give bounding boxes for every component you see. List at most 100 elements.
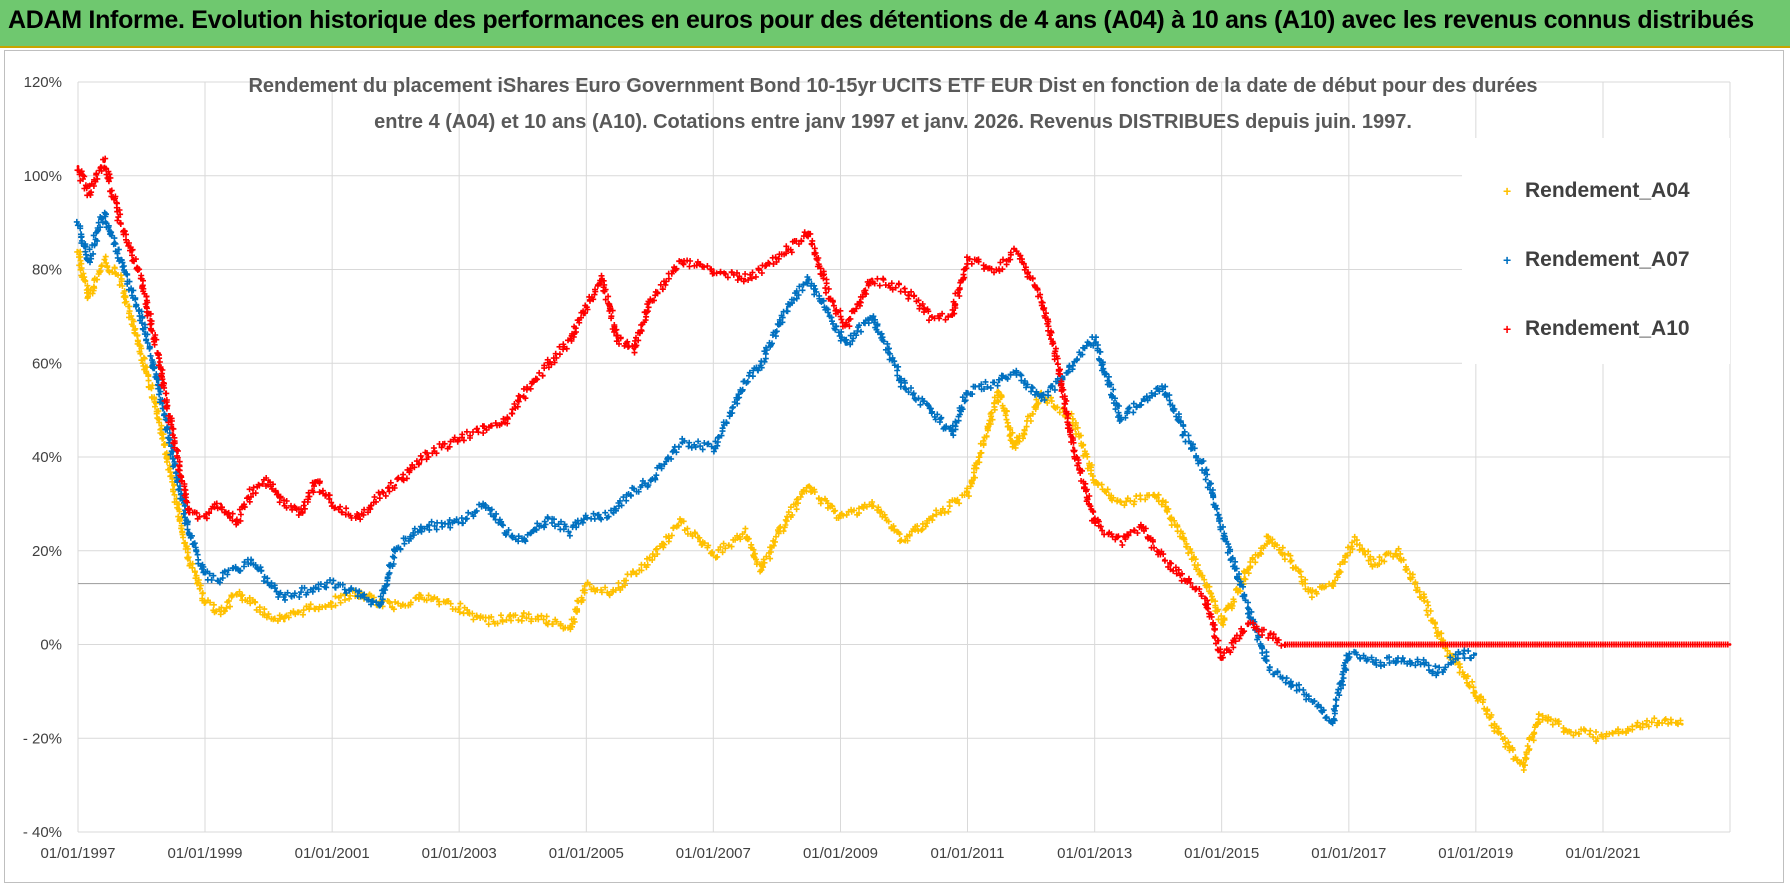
data-point [420,455,424,459]
data-point [1013,371,1017,374]
data-point [807,277,810,281]
data-point [759,361,763,365]
data-point [118,221,122,225]
data-point [267,582,270,585]
data-point [1183,577,1186,581]
x-tick-label: 01/01/2011 [931,845,1005,862]
data-point [785,516,789,520]
data-point [102,160,106,164]
data-point [616,338,620,342]
data-point [966,258,969,262]
data-point [1394,549,1398,553]
data-point [76,221,80,225]
data-point [568,624,572,628]
data-point [298,610,302,614]
data-point [1627,727,1631,731]
report-banner: ADAM Informe. Evolution historique des p… [0,0,1790,48]
data-point [759,268,763,271]
data-point [1458,652,1462,656]
data-point [611,511,614,515]
data-point [1119,502,1123,506]
data-point [378,493,382,496]
data-point [711,446,715,449]
data-point [844,343,848,346]
data-point [547,361,551,365]
data-point [1204,469,1208,473]
data-point [807,230,810,234]
data-point [521,394,525,398]
data-point [155,352,159,356]
data-point [997,390,1001,393]
data-point [86,296,90,299]
data-point [600,277,604,281]
data-point [1040,399,1043,403]
data-point [902,385,906,389]
data-point [870,502,874,506]
data-point [187,530,191,534]
data-point [928,315,932,318]
series-layer [73,155,1732,773]
data-point [219,502,223,506]
data-point [1093,338,1097,342]
data-point [1013,446,1017,449]
data-point [1156,493,1160,496]
data-point [1500,736,1504,740]
data-point [997,268,1001,271]
legend-item-a10: + Rendement_A10 [1503,317,1690,340]
data-point [1564,727,1568,731]
data-point [235,521,238,524]
data-point [1421,661,1424,665]
x-tick-label: 01/01/2019 [1438,845,1513,862]
series-rendement-a07 [73,209,1478,727]
data-point [1220,525,1224,529]
data-point [203,516,207,520]
data-point [1072,446,1075,449]
data-point [314,479,318,482]
data-point [1204,582,1208,585]
legend-marker-a07: + [1503,252,1511,268]
legend-item-a04: + Rendement_A04 [1503,179,1690,202]
data-point [521,615,525,618]
data-point [679,521,683,524]
data-point [314,605,318,609]
x-tick-label: 01/01/2013 [1057,845,1132,862]
data-point [394,483,398,487]
data-point [611,591,614,595]
data-point [648,558,652,562]
data-point [1220,619,1224,623]
y-tick-label: 100% [24,168,62,185]
data-point [870,277,874,281]
data-point [76,165,80,168]
data-point [1474,690,1478,693]
data-point [282,502,286,506]
data-point [394,549,398,553]
data-point [966,493,969,496]
x-tick-label: 01/01/2009 [803,845,878,862]
data-point [844,324,848,328]
data-point [1289,558,1292,562]
data-point [357,516,360,520]
series-markers [74,155,1731,661]
data-point [420,525,424,529]
data-point [1410,643,1414,646]
x-tick-label: 01/01/2001 [295,845,370,862]
data-point [1162,558,1165,562]
data-point [1013,249,1017,253]
data-point [1601,736,1605,740]
data-point [902,286,906,290]
data-point [1331,582,1335,585]
data-point [1474,652,1478,656]
data-point [219,577,223,581]
data-point [378,605,382,609]
data-point [547,619,551,623]
data-point [679,258,683,262]
x-tick-label: 01/01/2003 [422,845,497,862]
legend-label-a10: Rendement_A10 [1525,317,1690,340]
data-point [330,502,334,506]
data-point [171,432,175,435]
data-point [1283,643,1287,646]
data-point [140,277,143,281]
data-point [357,591,360,595]
data-point [1521,765,1525,768]
data-point [187,511,191,515]
